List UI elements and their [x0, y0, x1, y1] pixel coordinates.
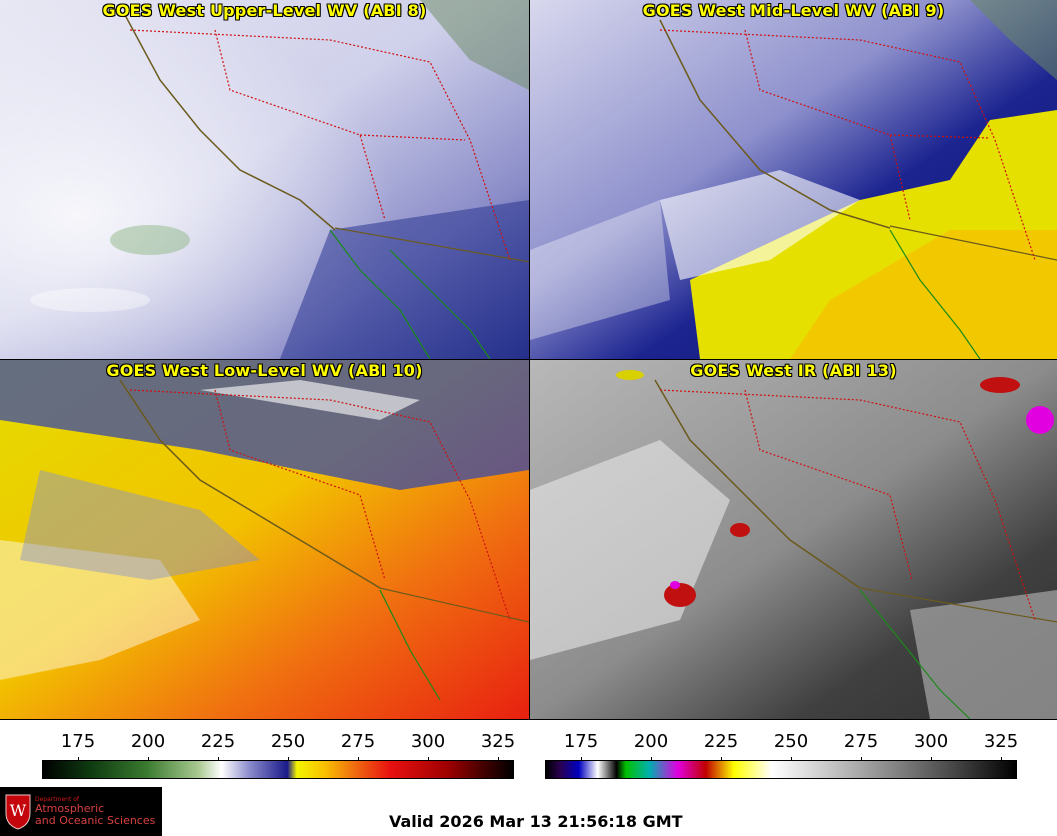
ir-tick-label: 275	[843, 731, 879, 752]
wv-tick-label: 325	[480, 731, 516, 752]
mid-wv-image	[530, 0, 1057, 359]
ir-color-scale: 175 200 225 250 275 300 325	[545, 727, 1019, 787]
low-wv-title: GOES West Low-Level WV (ABI 10)	[106, 361, 423, 380]
wv-tick-label: 250	[270, 731, 306, 752]
low-wv-panel: GOES West Low-Level WV (ABI 10)	[0, 360, 529, 719]
panel-divider-horizontal	[0, 359, 1057, 360]
ir-tick-label: 175	[563, 731, 599, 752]
logo-department-label: Department of	[35, 796, 79, 803]
ir-tick-label: 300	[913, 731, 949, 752]
logo-oceanic-label: and Oceanic Sciences	[35, 814, 156, 827]
wv-tick-label: 175	[60, 731, 96, 752]
low-wv-image	[0, 360, 529, 719]
mid-wv-title: GOES West Mid-Level WV (ABI 9)	[642, 1, 945, 20]
valid-time-label: Valid 2026 Mar 13 21:56:18 GMT	[389, 812, 683, 831]
wv-colorbar	[42, 760, 514, 779]
wv-tick-label: 275	[340, 731, 376, 752]
wv-tick-label: 225	[200, 731, 236, 752]
aos-logo: W Department of Atmospheric and Oceanic …	[0, 787, 162, 836]
ir-tick-label: 225	[703, 731, 739, 752]
ir-title: GOES West IR (ABI 13)	[690, 361, 897, 380]
logo-atmospheric-label: Atmospheric	[35, 802, 105, 815]
wv-color-scale: 175 200 225 250 275 300 325	[42, 727, 516, 787]
wv-tick-label: 300	[410, 731, 446, 752]
ir-image	[530, 360, 1057, 719]
ir-panel: GOES West IR (ABI 13)	[530, 360, 1057, 719]
uw-crest-icon: W	[5, 794, 31, 830]
ir-tick-label: 325	[983, 731, 1019, 752]
upper-wv-title: GOES West Upper-Level WV (ABI 8)	[102, 1, 427, 20]
mid-wv-panel: GOES West Mid-Level WV (ABI 9)	[530, 0, 1057, 359]
panel-bottom-border	[0, 719, 1057, 720]
upper-wv-panel: GOES West Upper-Level WV (ABI 8)	[0, 0, 529, 359]
ir-colorbar	[545, 760, 1017, 779]
ir-tick-label: 250	[773, 731, 809, 752]
svg-text:W: W	[10, 801, 27, 820]
ir-tick-label: 200	[633, 731, 669, 752]
upper-wv-image	[0, 0, 529, 359]
wv-tick-label: 200	[130, 731, 166, 752]
